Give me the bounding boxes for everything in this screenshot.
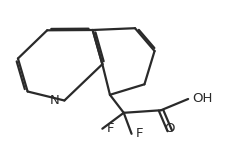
Text: OH: OH bbox=[191, 93, 212, 105]
Text: N: N bbox=[50, 94, 60, 107]
Text: F: F bbox=[106, 122, 114, 135]
Text: F: F bbox=[135, 127, 143, 140]
Text: O: O bbox=[164, 122, 174, 135]
